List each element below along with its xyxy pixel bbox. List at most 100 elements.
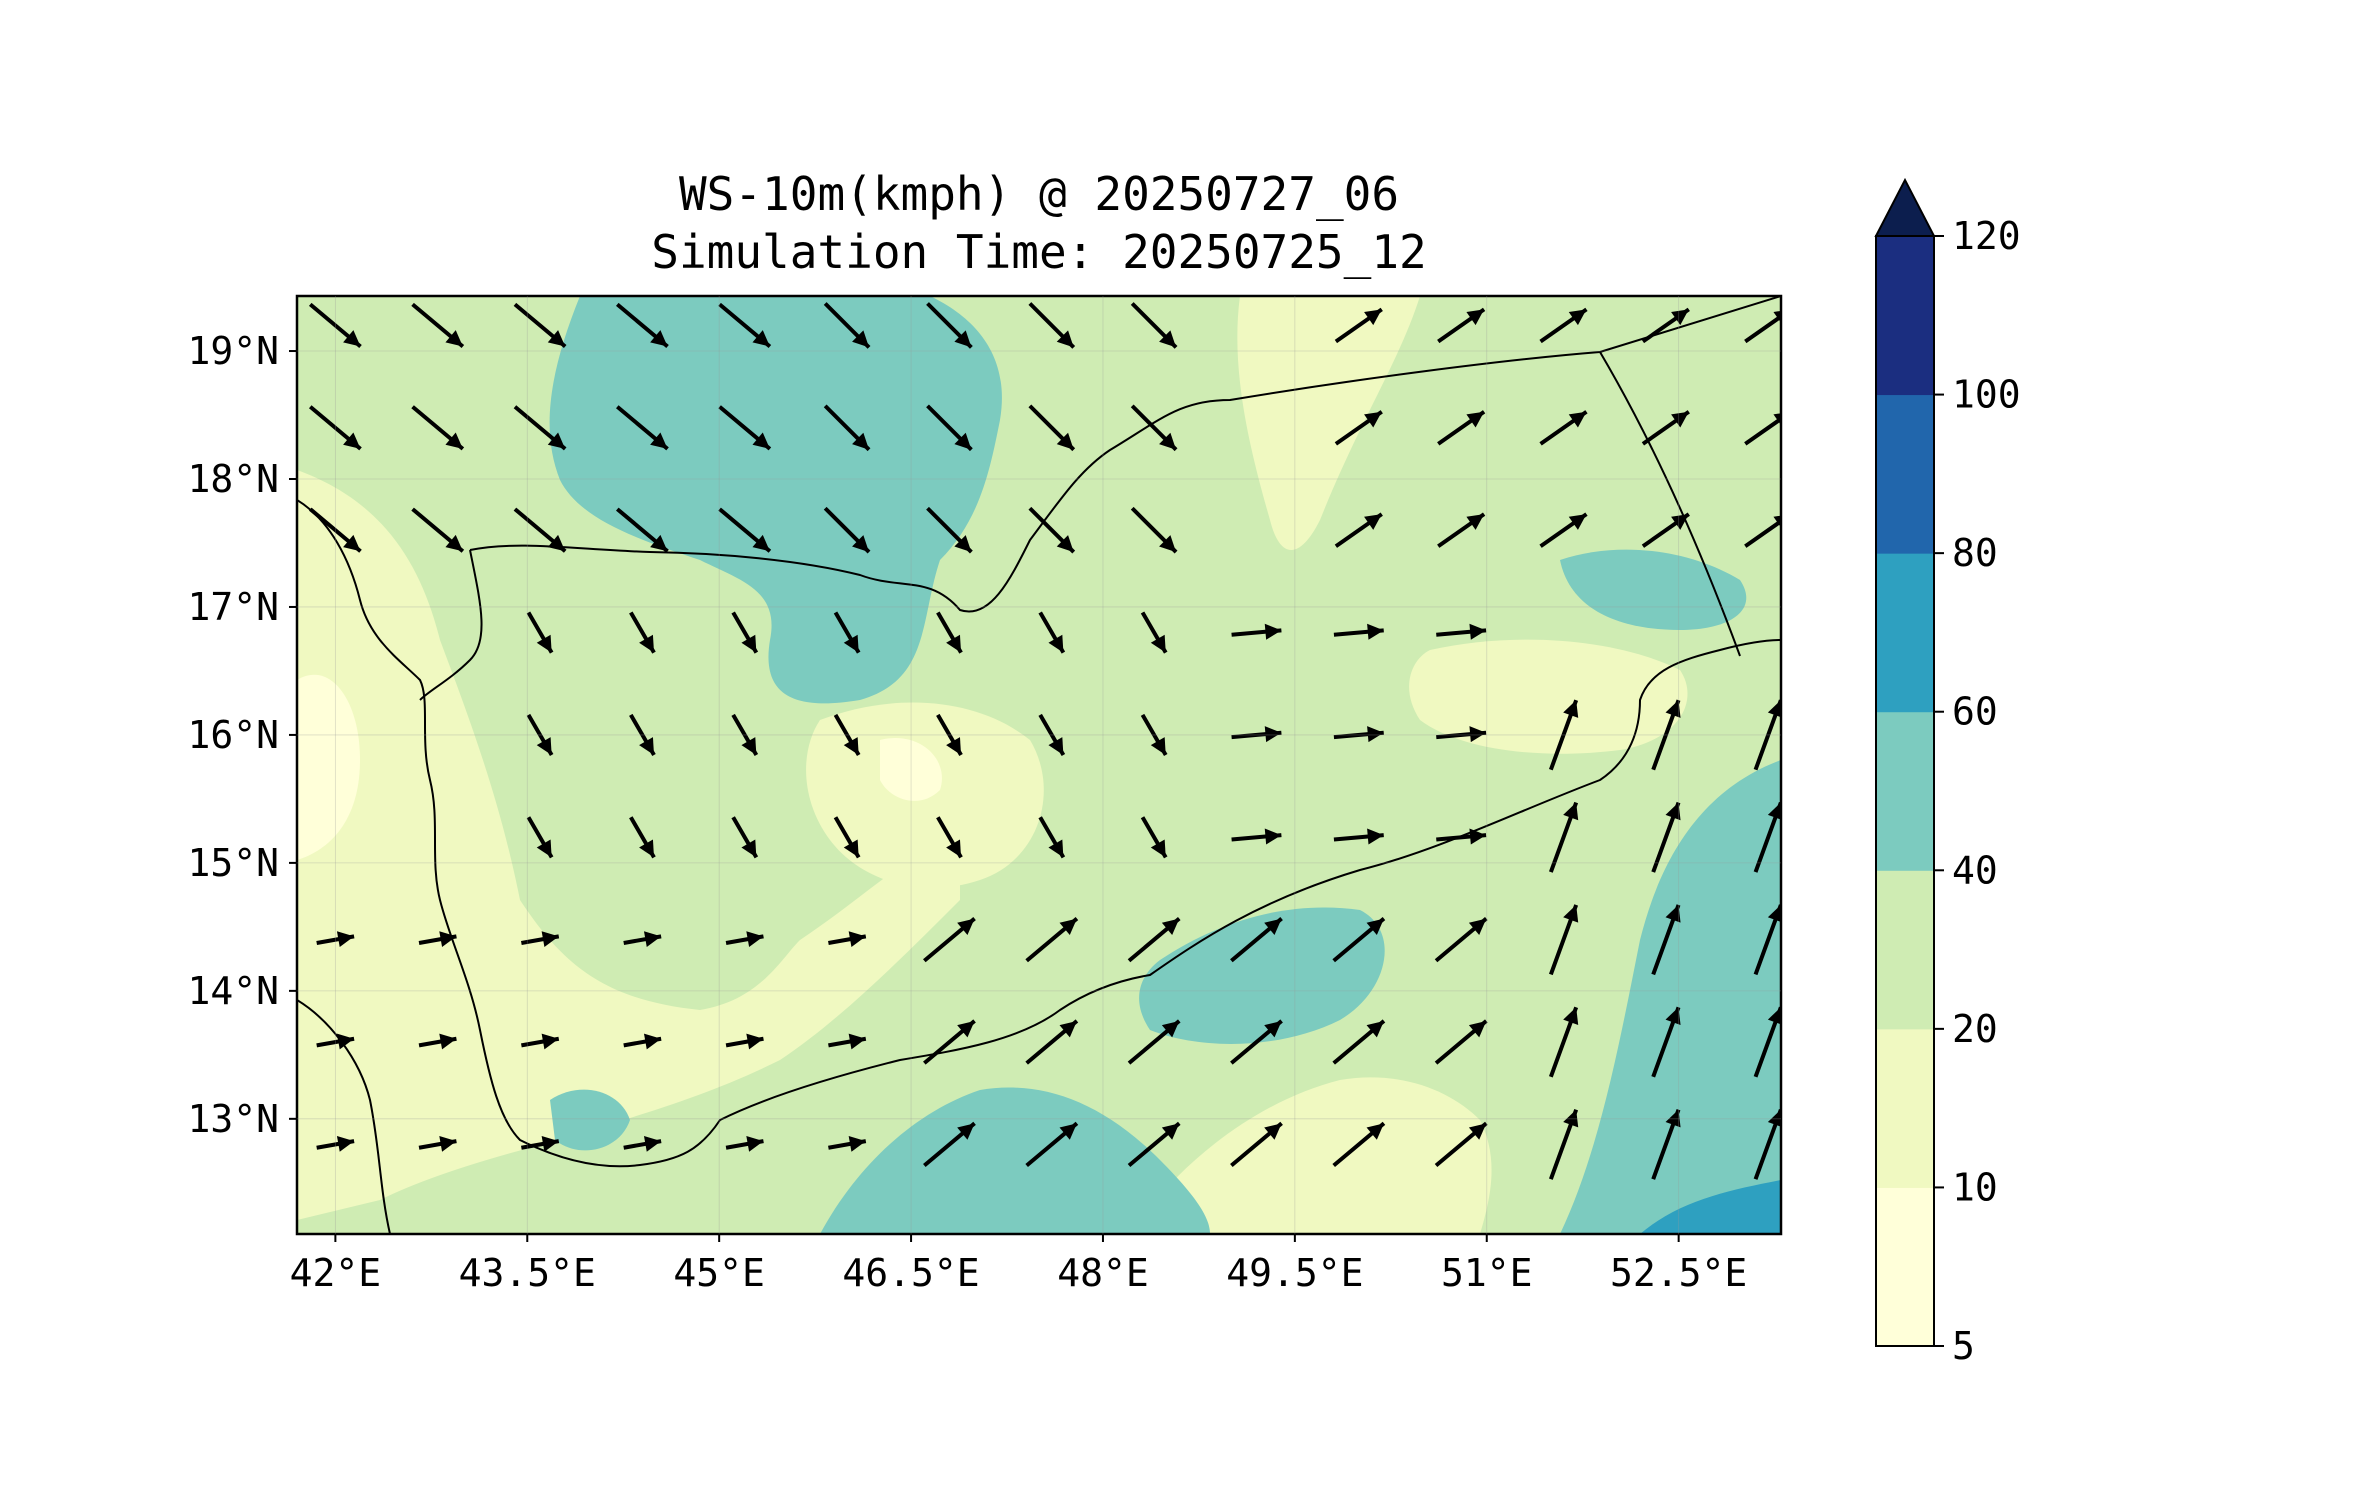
wind-arrow-34 (926, 506, 973, 554)
wind-arrow-66 (629, 816, 656, 859)
wind-arrow-9 (1334, 307, 1383, 344)
wind-arrow-117 (1230, 1121, 1283, 1168)
wind-arrow-43 (629, 611, 656, 654)
border-saudi-oman (1599, 351, 1741, 657)
wind-arrow-12 (1641, 307, 1690, 344)
contour-min-west (297, 674, 360, 860)
wind-arrow-86 (1127, 917, 1181, 963)
wind-arrow-22 (1130, 404, 1178, 452)
wind-arrow-87 (1230, 917, 1283, 963)
wind-arrow-63 (1651, 699, 1681, 771)
wind-arrow-85 (1025, 917, 1079, 963)
wind-arrow-110 (521, 1136, 560, 1152)
wind-arrow-56 (936, 713, 963, 757)
wind-arrow-92 (1753, 904, 1781, 976)
wind-arrow-33 (823, 506, 871, 554)
contour-high-southwest (550, 1089, 630, 1151)
wind-arrow-103 (1332, 1019, 1386, 1065)
colorbar-label-5: 80 (1952, 531, 1998, 575)
wind-arrow-27 (1744, 413, 1781, 446)
wind-arrow-106 (1651, 1006, 1681, 1078)
wind-arrow-52 (526, 713, 554, 757)
colorbar-label-1: 10 (1952, 1165, 1998, 1209)
lat-tick-label-1: 14°N (187, 969, 279, 1013)
colorbar: 5 10 20 40 60 80 100 120 (1874, 177, 2021, 1368)
border-yemen-saudi (469, 296, 1781, 613)
wind-arrow-36 (1130, 506, 1178, 554)
wind-arrow-82 (725, 931, 764, 948)
wind-arrow-47 (1038, 611, 1066, 654)
wind-arrow-15 (411, 405, 465, 451)
wind-arrow-115 (1025, 1121, 1079, 1168)
contour-low-north (1237, 296, 1420, 550)
wind-arrow-65 (526, 816, 554, 859)
wind-arrow-29 (411, 507, 465, 553)
wind-arrow-97 (725, 1033, 764, 1050)
wind-arrow-25 (1539, 410, 1588, 446)
lon-tick-label-6: 51°E (1441, 1251, 1533, 1295)
wind-arrow-77 (1753, 801, 1781, 873)
lon-tick-label-1: 43.5°E (459, 1251, 596, 1295)
wind-arrow-61 (1436, 726, 1487, 743)
wind-arrow-69 (936, 816, 963, 859)
wind-arrow-74 (1436, 828, 1487, 845)
wind-arrow-1 (411, 302, 465, 349)
lon-tick-label-0: 42°E (290, 1251, 382, 1295)
wind-arrow-40 (1641, 512, 1690, 548)
colorbar-segment-5 (1876, 394, 1934, 554)
wind-arrow-46 (936, 611, 963, 654)
wind-arrow-121 (1651, 1108, 1681, 1180)
figure-title-line1: WS-10m(kmph) @ 20250727_06 (679, 167, 1399, 221)
wind-arrow-41 (1744, 515, 1781, 548)
lat-tick-label-0: 13°N (187, 1097, 279, 1141)
wind-arrow-95 (521, 1033, 560, 1050)
colorbar-label-6: 100 (1952, 373, 2021, 417)
contour-low-west (297, 470, 960, 1220)
wind-arrow-13 (1744, 310, 1781, 344)
contour-high-northwest (549, 296, 1002, 704)
wind-arrow-11 (1539, 307, 1588, 344)
lon-tick-label-5: 49.5°E (1226, 1251, 1363, 1295)
wind-arrow-24 (1437, 410, 1486, 446)
wind-arrow-32 (718, 507, 772, 553)
map-area (297, 296, 1781, 1234)
wind-arrow-53 (629, 713, 656, 757)
wind-arrow-104 (1434, 1019, 1488, 1065)
wind-arrow-111 (623, 1136, 662, 1152)
wind-arrow-84 (923, 917, 976, 963)
wind-arrow-6 (926, 302, 973, 349)
wind-arrow-91 (1651, 904, 1681, 976)
lon-tick-label-7: 52.5°E (1610, 1251, 1747, 1295)
colorbar-label-7: 120 (1952, 214, 2021, 258)
colorbar-segment-2 (1876, 870, 1934, 1030)
contour-high-east (1560, 549, 1747, 630)
wind-arrow-31 (616, 507, 669, 553)
longitude-axis: 42°E 43.5°E 45°E 46.5°E 48°E 49.5°E 51°E 52.5°E (290, 296, 1747, 1295)
wind-arrow-73 (1333, 828, 1384, 845)
wind-arrow-100 (1025, 1019, 1079, 1065)
wind-arrow-67 (731, 816, 759, 859)
wind-arrow-50 (1333, 623, 1384, 640)
wind-arrow-114 (923, 1121, 976, 1168)
colorbar-segment-3 (1876, 711, 1934, 871)
wind-arrow-58 (1140, 713, 1168, 757)
contour-low-east (1409, 639, 1688, 754)
contour-high-southeast (1560, 760, 1781, 1234)
wind-arrow-2 (513, 302, 567, 349)
wind-arrow-20 (926, 404, 973, 452)
lon-tick-label-2: 45°E (673, 1251, 765, 1295)
coastline-horn-of-africa (297, 999, 391, 1234)
wind-arrow-5 (823, 302, 871, 349)
wind-arrow-83 (828, 931, 867, 948)
wind-arrow-88 (1332, 917, 1386, 963)
colorbar-label-4: 60 (1952, 690, 1998, 734)
wind-arrow-45 (833, 611, 861, 654)
wind-arrow-4 (718, 302, 772, 349)
lat-tick-label-5: 18°N (187, 457, 279, 501)
wind-arrow-54 (731, 713, 759, 757)
lon-tick-label-4: 48°E (1057, 1251, 1149, 1295)
wind-arrow-16 (513, 405, 567, 451)
wind-arrow-17 (616, 405, 669, 451)
wind-speed-contours (297, 296, 1781, 1234)
wind-arrow-30 (513, 507, 567, 553)
